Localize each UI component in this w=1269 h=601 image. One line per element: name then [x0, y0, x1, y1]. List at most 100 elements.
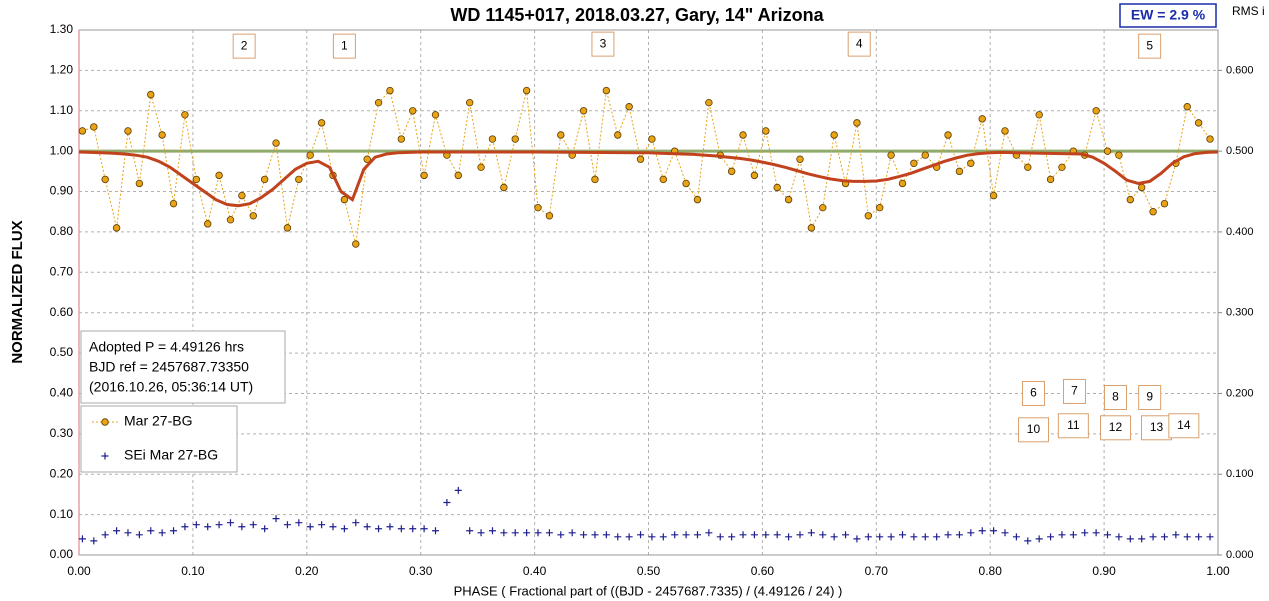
y-tick-label: 0.90 — [50, 184, 74, 198]
y-tick-label: 1.10 — [50, 103, 74, 117]
y2-tick-label: 0.500 — [1226, 145, 1254, 157]
annotation-box — [1138, 385, 1162, 410]
annotation-box — [332, 33, 356, 59]
data-point — [978, 115, 986, 123]
chart-title: WD 1145+017, 2018.03.27, Gary, 14" Arizo… — [450, 5, 824, 25]
x-tick-label: 0.00 — [67, 564, 91, 578]
data-point — [898, 531, 906, 539]
data-point — [1160, 199, 1169, 208]
annotation-box — [1017, 417, 1049, 443]
data-point — [306, 523, 314, 531]
ew-box — [1119, 3, 1217, 28]
data-point — [989, 191, 998, 200]
data-point — [1058, 531, 1066, 539]
y-tick-label: 0.50 — [50, 345, 74, 359]
data-point — [591, 175, 599, 184]
data-point — [1149, 533, 1157, 541]
annotation-box — [1168, 413, 1200, 439]
data-point — [1046, 175, 1055, 184]
data-point — [283, 521, 291, 529]
data-point — [557, 531, 565, 539]
data-point — [693, 195, 702, 204]
data-point — [397, 525, 405, 533]
data-point — [135, 531, 143, 539]
data-point — [363, 523, 371, 531]
x-tick-label: 0.40 — [523, 564, 547, 578]
data-point — [910, 159, 918, 167]
data-point — [1024, 537, 1032, 545]
annotation-box — [232, 33, 256, 59]
annotation: 7 — [1071, 384, 1078, 398]
data-point — [910, 533, 918, 541]
data-point — [1160, 533, 1168, 541]
data-point — [773, 531, 781, 539]
annotation-box — [847, 31, 871, 57]
x-tick-label: 1.00 — [1206, 564, 1230, 578]
annotation: 11 — [1067, 418, 1080, 432]
data-point — [340, 195, 349, 204]
data-point — [1138, 535, 1146, 543]
data-point — [466, 527, 474, 535]
data-point — [169, 199, 178, 208]
data-point — [750, 531, 758, 539]
annotation: 14 — [1177, 418, 1191, 432]
data-point — [386, 523, 394, 531]
data-point — [637, 531, 645, 539]
data-point — [1137, 183, 1146, 192]
data-point — [192, 175, 201, 184]
data-point — [181, 523, 189, 531]
y2-axis-label: RMS i — [1232, 4, 1265, 18]
data-point — [1069, 531, 1077, 539]
data-point — [374, 98, 383, 107]
annotation-box — [1021, 380, 1045, 406]
data-point — [921, 533, 929, 541]
data-point — [283, 224, 292, 232]
data-point — [340, 525, 348, 533]
annotation: 12 — [1109, 420, 1123, 434]
y2-tick-label: 0.200 — [1226, 387, 1254, 399]
data-point — [762, 531, 770, 539]
data-point — [955, 167, 964, 176]
data-point — [830, 131, 838, 139]
legend-marker — [101, 418, 109, 426]
data-point — [580, 531, 588, 539]
data-point — [1047, 533, 1055, 541]
data-point — [1195, 533, 1203, 541]
data-point — [944, 131, 952, 139]
data-point — [534, 203, 542, 212]
annotation-box — [1062, 378, 1086, 404]
y2-tick-label: 0.600 — [1226, 64, 1254, 76]
info-line: Adopted P = 4.49126 hrs — [89, 339, 244, 355]
data-point — [728, 533, 736, 541]
data-point — [1081, 529, 1089, 537]
annotation: 5 — [1146, 38, 1153, 52]
annotation: 6 — [1030, 386, 1037, 400]
data-point — [1001, 127, 1009, 135]
data-point — [272, 139, 280, 147]
data-point — [796, 155, 804, 163]
data-point — [659, 533, 667, 541]
y2-tick-label: 0.000 — [1226, 549, 1254, 561]
data-point — [112, 224, 121, 232]
data-point — [226, 519, 234, 527]
data-point — [625, 533, 633, 541]
data-point — [1058, 163, 1066, 172]
y2-tick-label: 0.300 — [1226, 307, 1254, 319]
data-point — [306, 151, 314, 159]
data-point — [853, 119, 861, 127]
data-point — [101, 531, 109, 539]
data-point — [329, 523, 337, 531]
x-tick-label: 0.50 — [637, 564, 661, 578]
data-point — [864, 212, 873, 220]
data-point — [204, 220, 212, 228]
data-point — [226, 216, 235, 224]
data-point — [1024, 163, 1032, 172]
data-point — [1183, 533, 1191, 541]
data-point — [1103, 147, 1112, 155]
legend-box — [80, 405, 238, 473]
data-point — [807, 529, 815, 537]
data-point — [238, 523, 246, 531]
legend-label: SEi Mar 27-BG — [124, 447, 218, 463]
y-tick-label: 1.30 — [50, 22, 74, 36]
